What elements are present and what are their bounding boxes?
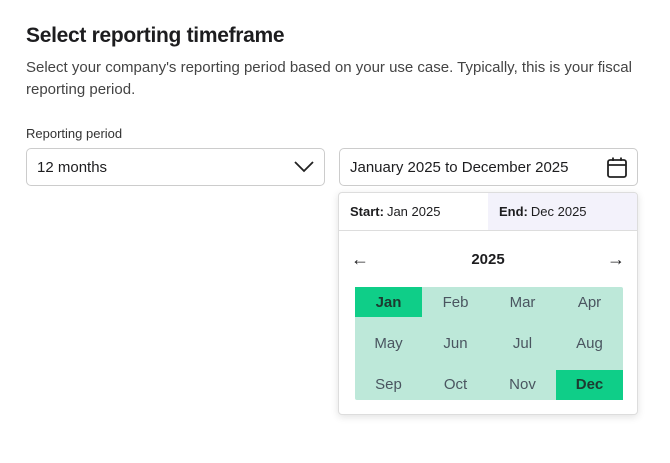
- start-value: Jan 2025: [386, 204, 441, 219]
- tab-end[interactable]: End: Dec 2025: [488, 193, 637, 230]
- month-cell-jun[interactable]: Jun: [443, 334, 468, 352]
- reporting-period-label: Reporting period: [26, 126, 123, 141]
- month-grid: Jan Feb Mar Apr May Jun Jul Aug Sep Oct Nov Dec: [355, 287, 623, 400]
- end-value: Dec 2025: [530, 204, 587, 219]
- month-cell-apr[interactable]: Apr: [577, 293, 602, 311]
- year-label: 2025: [471, 250, 505, 268]
- page-title: Select reporting timeframe: [26, 24, 285, 47]
- date-range-input[interactable]: January 2025 to December 2025: [339, 148, 638, 186]
- tab-start[interactable]: Start: Jan 2025: [339, 193, 488, 230]
- date-range-value: January 2025 to December 2025: [350, 158, 569, 176]
- month-cell-dec[interactable]: Dec: [556, 369, 623, 400]
- month-cell-aug[interactable]: Aug: [576, 334, 603, 352]
- month-cell-may[interactable]: May: [374, 334, 403, 352]
- month-cell-feb[interactable]: Feb: [442, 293, 469, 311]
- calendar-icon[interactable]: [607, 157, 627, 178]
- reporting-period-select[interactable]: 12 months: [26, 148, 325, 186]
- month-cell-jan[interactable]: Jan: [355, 287, 422, 318]
- reporting-period-value: 12 months: [37, 158, 108, 176]
- month-range-picker: Start: Jan 2025 End: Dec 2025 ← 2025 → Jan…: [338, 192, 638, 415]
- month-cell-jul[interactable]: Jul: [512, 334, 533, 352]
- end-label: End:: [499, 204, 528, 219]
- month-cell-oct[interactable]: Oct: [443, 376, 468, 394]
- month-cell-nov[interactable]: Nov: [509, 376, 536, 394]
- start-label: Start:: [350, 204, 384, 219]
- page-description: Select your company's reporting period b…: [26, 59, 632, 98]
- chevron-down-icon: [294, 161, 314, 173]
- next-year-arrow-icon[interactable]: →: [607, 248, 625, 269]
- previous-year-arrow-icon[interactable]: ←: [351, 248, 369, 269]
- month-cell-mar[interactable]: Mar: [509, 293, 536, 311]
- month-cell-sep[interactable]: Sep: [375, 376, 402, 394]
